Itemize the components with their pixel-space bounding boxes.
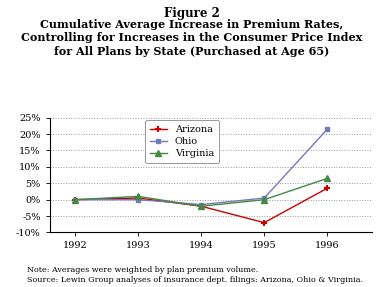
Line: Arizona: Arizona <box>72 185 331 226</box>
Ohio <box>136 198 141 201</box>
Arizona <box>136 196 141 200</box>
Line: Virginia: Virginia <box>72 176 330 209</box>
Text: Figure 2: Figure 2 <box>164 7 219 20</box>
Virginia <box>73 198 77 201</box>
Text: Cumulative Average Increase in Premium Rates,
Controlling for Increases in the C: Cumulative Average Increase in Premium R… <box>21 19 362 57</box>
Text: Source: Lewin Group analyses of insurance dept. filings: Arizona, Ohio & Virgini: Source: Lewin Group analyses of insuranc… <box>27 276 363 284</box>
Text: Note: Averages were weighted by plan premium volume.: Note: Averages were weighted by plan pre… <box>27 266 258 274</box>
Virginia <box>199 205 203 208</box>
Virginia <box>262 198 267 201</box>
Arizona <box>73 198 77 201</box>
Virginia <box>136 195 141 198</box>
Ohio <box>73 198 77 201</box>
Line: Ohio: Ohio <box>73 127 330 207</box>
Ohio <box>325 127 330 131</box>
Arizona <box>262 221 267 224</box>
Legend: Arizona, Ohio, Virginia: Arizona, Ohio, Virginia <box>145 120 219 163</box>
Arizona <box>325 187 330 190</box>
Ohio <box>199 203 203 206</box>
Virginia <box>325 177 330 180</box>
Arizona <box>199 205 203 208</box>
Ohio <box>262 196 267 200</box>
